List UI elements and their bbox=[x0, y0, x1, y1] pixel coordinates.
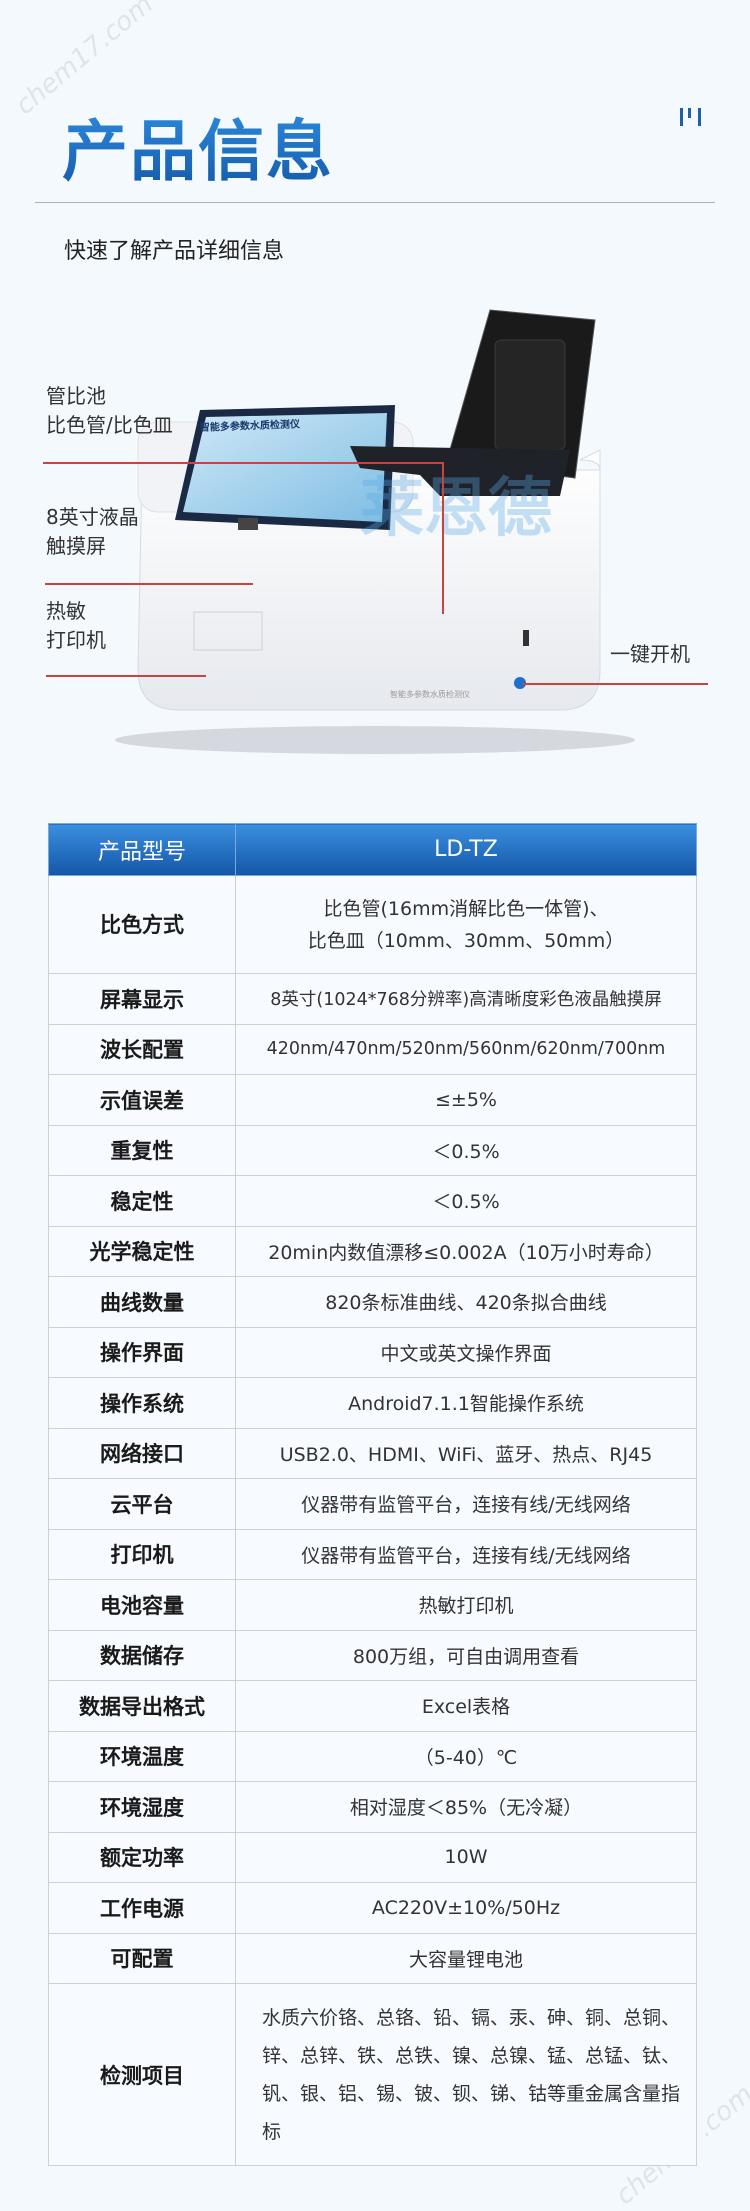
callout-line bbox=[522, 683, 708, 685]
table-row: 环境湿度 相对湿度＜85%（无冷凝） bbox=[48, 1781, 697, 1833]
spec-value: 10W bbox=[235, 1831, 697, 1883]
decoration-icon bbox=[680, 108, 702, 126]
table-row: 电池容量 热敏打印机 bbox=[48, 1579, 697, 1631]
spec-key: 屏幕显示 bbox=[48, 973, 236, 1025]
divider bbox=[35, 202, 715, 203]
callout-text: 热敏 bbox=[46, 599, 86, 623]
spec-value: 820条标准曲线、420条拟合曲线 bbox=[235, 1276, 697, 1328]
spec-key: 稳定性 bbox=[48, 1175, 236, 1227]
table-row: 数据导出格式 Excel表格 bbox=[48, 1680, 697, 1732]
spec-key: 工作电源 bbox=[48, 1882, 236, 1934]
product-image: 智能多参数水质检测仪 智能多参数水质检测仪 莱恩德 管比池 比色管/比色皿 8英… bbox=[0, 300, 750, 800]
spec-table: 产品型号 LD-TZ 比色方式 比色管(16mm消解比色一体管)、 比色皿（10m… bbox=[48, 823, 697, 2166]
spec-value: USB2.0、HDMI、WiFi、蓝牙、热点、RJ45 bbox=[235, 1427, 697, 1479]
spec-value: 热敏打印机 bbox=[235, 1579, 697, 1631]
callout-text: 8英寸液晶 bbox=[46, 505, 139, 529]
table-row: 曲线数量 820条标准曲线、420条拟合曲线 bbox=[48, 1276, 697, 1328]
spec-value: 800万组，可自由调用查看 bbox=[235, 1629, 697, 1681]
spec-value: 仪器带有监管平台，连接有线/无线网络 bbox=[235, 1478, 697, 1530]
callout-line bbox=[46, 675, 206, 677]
table-row: 稳定性 ＜0.5% bbox=[48, 1175, 697, 1227]
spec-key: 示值误差 bbox=[48, 1074, 236, 1126]
spec-key: 网络接口 bbox=[48, 1427, 236, 1479]
table-row: 数据储存 800万组，可自由调用查看 bbox=[48, 1629, 697, 1681]
logo-watermark: 莱恩德 bbox=[360, 472, 552, 546]
spec-value: Android7.1.1智能操作系统 bbox=[235, 1377, 697, 1429]
spec-key: 波长配置 bbox=[48, 1023, 236, 1075]
table-row: 环境温度 （5-40）℃ bbox=[48, 1730, 697, 1782]
callout-line bbox=[442, 462, 444, 614]
spec-key: 环境湿度 bbox=[48, 1781, 236, 1833]
spec-key: 重复性 bbox=[48, 1124, 236, 1176]
table-row: 可配置 大容量锂电池 bbox=[48, 1932, 697, 1984]
device-illustration: 智能多参数水质检测仪 智能多参数水质检测仪 莱恩德 bbox=[115, 309, 635, 754]
table-row: 网络接口 USB2.0、HDMI、WiFi、蓝牙、热点、RJ45 bbox=[48, 1427, 697, 1479]
spec-key: 打印机 bbox=[48, 1528, 236, 1580]
callout-text: 比色管/比色皿 bbox=[46, 413, 173, 437]
callout-text: 触摸屏 bbox=[46, 534, 106, 558]
spec-value: Excel表格 bbox=[235, 1680, 697, 1732]
table-row: 工作电源 AC220V±10%/50Hz bbox=[48, 1882, 697, 1934]
device-screen-title: 智能多参数水质检测仪 bbox=[200, 417, 301, 434]
spec-value: 相对湿度＜85%（无冷凝） bbox=[235, 1781, 697, 1833]
device-front-label: 智能多参数水质检测仪 bbox=[390, 689, 470, 699]
spec-key: 环境温度 bbox=[48, 1730, 236, 1782]
table-row: 波长配置 420nm/470nm/520nm/560nm/620nm/700nm bbox=[48, 1023, 697, 1075]
spec-value: ≤±5% bbox=[235, 1074, 697, 1126]
table-row: 比色方式 比色管(16mm消解比色一体管)、 比色皿（10mm、30mm、50mm… bbox=[48, 875, 697, 974]
spec-key: 云平台 bbox=[48, 1478, 236, 1530]
spec-value: 水质六价铬、总铬、铅、镉、汞、砷、铜、总铜、锌、总锌、铁、总铁、镍、总镍、锰、总… bbox=[235, 1983, 697, 2166]
callout-printer: 热敏 打印机 bbox=[46, 597, 106, 655]
callout-line bbox=[43, 462, 443, 464]
page-subtitle: 快速了解产品详细信息 bbox=[64, 239, 285, 264]
spec-key: 操作系统 bbox=[48, 1377, 236, 1429]
callout-text: 打印机 bbox=[46, 628, 106, 652]
table-row: 操作界面 中文或英文操作界面 bbox=[48, 1326, 697, 1378]
spec-value: 大容量锂电池 bbox=[235, 1932, 697, 1984]
callout-cuvette: 管比池 比色管/比色皿 bbox=[46, 382, 173, 440]
spec-value: 中文或英文操作界面 bbox=[235, 1326, 697, 1378]
spec-key: 电池容量 bbox=[48, 1579, 236, 1631]
callout-text: 管比池 bbox=[46, 384, 106, 408]
table-row: 屏幕显示 8英寸(1024*768分辨率)高清晰度彩色液晶触摸屏 bbox=[48, 973, 697, 1025]
table-row: 检测项目 水质六价铬、总铬、铅、镉、汞、砷、铜、总铜、锌、总锌、铁、总铁、镍、总镍… bbox=[48, 1983, 697, 2166]
spec-key: 可配置 bbox=[48, 1932, 236, 1984]
spec-value: 420nm/470nm/520nm/560nm/620nm/700nm bbox=[235, 1023, 697, 1075]
spec-value: 8英寸(1024*768分辨率)高清晰度彩色液晶触摸屏 bbox=[235, 973, 697, 1025]
table-row: 重复性 ＜0.5% bbox=[48, 1124, 697, 1176]
spec-key: 检测项目 bbox=[48, 1983, 236, 2166]
callout-screen: 8英寸液晶 触摸屏 bbox=[46, 503, 139, 561]
spec-value: ＜0.5% bbox=[235, 1175, 697, 1227]
spec-value: ＜0.5% bbox=[235, 1124, 697, 1176]
callout-line bbox=[45, 583, 253, 585]
header-value: LD-TZ bbox=[235, 823, 697, 876]
spec-key: 操作界面 bbox=[48, 1326, 236, 1378]
spec-key: 曲线数量 bbox=[48, 1276, 236, 1328]
table-row: 操作系统 Android7.1.1智能操作系统 bbox=[48, 1377, 697, 1429]
spec-value: （5-40）℃ bbox=[235, 1730, 697, 1782]
spec-key: 额定功率 bbox=[48, 1831, 236, 1883]
spec-key: 比色方式 bbox=[48, 875, 236, 974]
spec-value: AC220V±10%/50Hz bbox=[235, 1882, 697, 1934]
callout-power: 一键开机 bbox=[610, 642, 690, 666]
table-row: 光学稳定性 20min内数值漂移≤0.002A（10万小时寿命） bbox=[48, 1225, 697, 1277]
table-row: 云平台 仪器带有监管平台，连接有线/无线网络 bbox=[48, 1478, 697, 1530]
table-row: 额定功率 10W bbox=[48, 1831, 697, 1883]
table-header-row: 产品型号 LD-TZ bbox=[48, 823, 697, 876]
spec-key: 光学稳定性 bbox=[48, 1225, 236, 1277]
table-row: 示值误差 ≤±5% bbox=[48, 1074, 697, 1126]
spec-value: 比色管(16mm消解比色一体管)、 比色皿（10mm、30mm、50mm） bbox=[235, 875, 697, 974]
header-key: 产品型号 bbox=[48, 823, 236, 876]
spec-value: 20min内数值漂移≤0.002A（10万小时寿命） bbox=[235, 1225, 697, 1277]
page-title: 产品信息 bbox=[62, 98, 334, 194]
table-row: 打印机 仪器带有监管平台，连接有线/无线网络 bbox=[48, 1528, 697, 1580]
spec-key: 数据导出格式 bbox=[48, 1680, 236, 1732]
spec-key: 数据储存 bbox=[48, 1629, 236, 1681]
spec-value: 仪器带有监管平台，连接有线/无线网络 bbox=[235, 1528, 697, 1580]
